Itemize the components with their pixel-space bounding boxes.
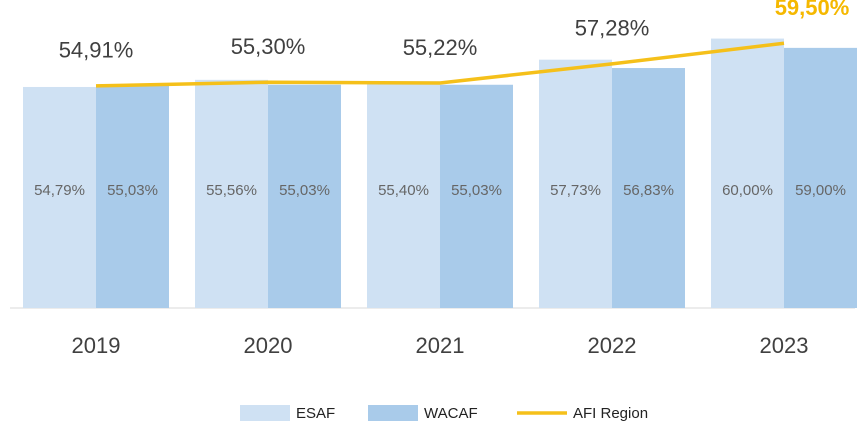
legend-swatch	[368, 405, 418, 421]
bar-label: 55,03%	[107, 182, 158, 199]
bar	[23, 86, 96, 309]
bar-label: 55,56%	[206, 182, 257, 199]
x-tick-label: 2022	[588, 333, 637, 358]
bar	[195, 79, 268, 308]
x-tick-label: 2019	[72, 333, 121, 358]
bar	[367, 81, 440, 308]
bar	[711, 38, 784, 308]
bar-label: 57,73%	[550, 182, 601, 199]
bar-label: 59,00%	[795, 182, 846, 199]
bar	[96, 84, 169, 309]
x-tick-label: 2020	[244, 333, 293, 358]
bar-label: 54,79%	[34, 182, 85, 199]
line	[95, 41, 785, 88]
bar	[440, 84, 513, 309]
x-tick-label: 2021	[416, 333, 465, 358]
bar-label: 60,00%	[722, 182, 773, 199]
line-label: 54,91%	[59, 38, 134, 63]
line-label: 55,22%	[403, 35, 478, 60]
legend-swatch	[240, 405, 290, 421]
bar	[612, 68, 685, 308]
line-label: 57,28%	[575, 16, 650, 41]
legend-text: AFI Region	[573, 405, 648, 422]
x-tick-label: 2023	[760, 333, 809, 358]
bar-label: 56,83%	[623, 182, 674, 199]
legend-text: WACAF	[424, 405, 478, 422]
bar	[268, 84, 341, 309]
bar	[539, 59, 612, 308]
bar-label: 55,03%	[279, 182, 330, 199]
line-label: 59,50%	[775, 0, 850, 20]
line-label: 55,30%	[231, 34, 306, 59]
legend-text: ESAF	[296, 405, 335, 422]
bar-label: 55,40%	[378, 182, 429, 199]
bar	[784, 47, 857, 308]
bar-label: 55,03%	[451, 182, 502, 199]
